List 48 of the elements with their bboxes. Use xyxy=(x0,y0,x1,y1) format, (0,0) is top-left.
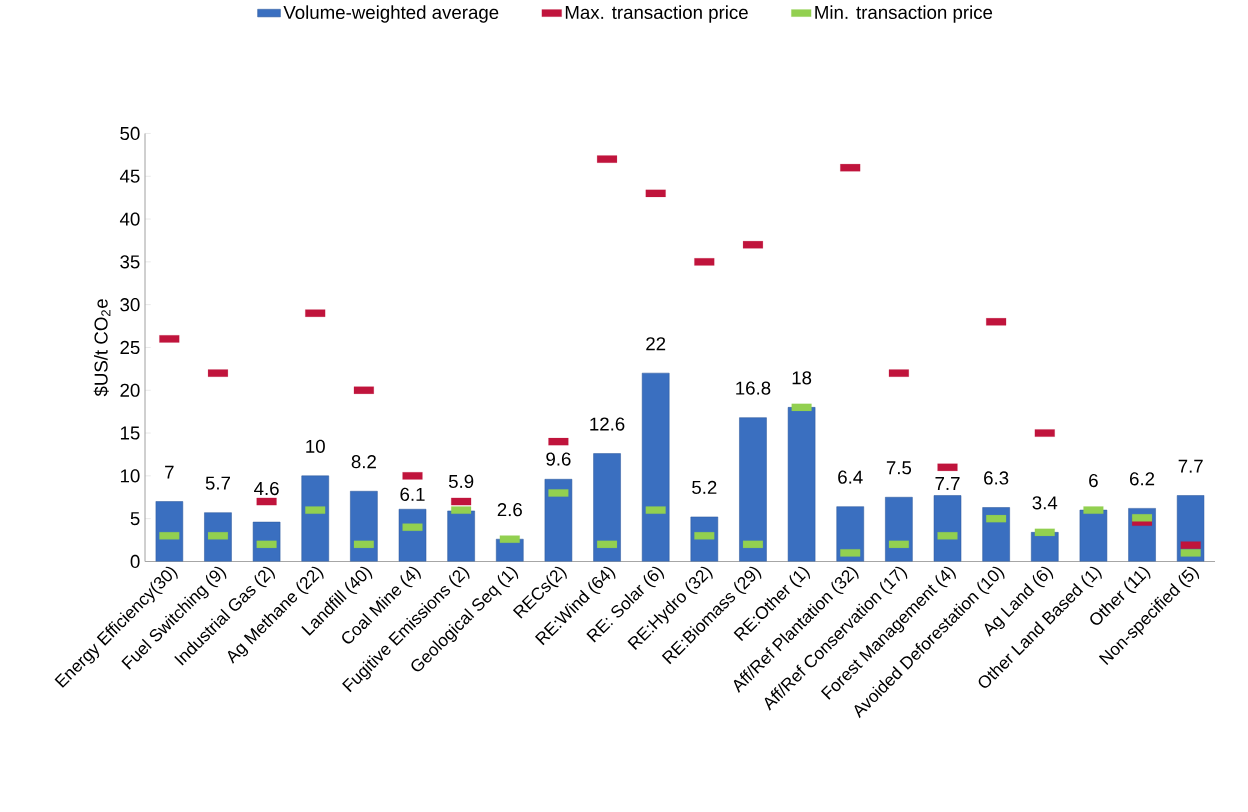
data-label: 4.6 xyxy=(254,481,279,495)
data-label: 3.4 xyxy=(1032,495,1058,510)
legend-label: Volume-weighted average xyxy=(283,5,499,23)
y-tick-label: 35 xyxy=(120,255,140,269)
data-label: 2.6 xyxy=(497,502,522,517)
bar xyxy=(1079,509,1108,562)
y-tick-label: 10 xyxy=(120,469,140,483)
y-tick-label: 30 xyxy=(120,297,140,312)
data-label: 6.1 xyxy=(400,487,425,501)
data-label: 6.4 xyxy=(838,470,863,484)
y-tick-label: 40 xyxy=(119,212,140,226)
bar xyxy=(739,417,767,562)
legend-label: Max. transaction price xyxy=(565,5,748,23)
legend-label: Min. transaction price xyxy=(815,5,993,23)
bar xyxy=(885,496,913,562)
y-tick-label: 15 xyxy=(120,426,140,440)
data-label: 6.3 xyxy=(984,471,1009,485)
bar xyxy=(544,478,573,562)
bar xyxy=(787,406,816,562)
y-axis-title: $US/t CO$_{2}$e xyxy=(93,298,111,397)
bar xyxy=(447,510,475,562)
bar xyxy=(593,453,621,562)
y-tick-label: 0 xyxy=(130,554,140,568)
data-label: 16.8 xyxy=(736,381,771,395)
data-label: 7.7 xyxy=(1178,459,1203,473)
data-label: 8.2 xyxy=(351,454,376,469)
data-label: 12.6 xyxy=(590,417,625,431)
y-tick-label: 20 xyxy=(120,383,140,397)
data-label: 6 xyxy=(1089,473,1098,487)
data-label: 9.6 xyxy=(546,452,571,466)
bar xyxy=(641,372,670,562)
data-label: 18 xyxy=(792,370,812,385)
data-label: 10 xyxy=(306,439,325,453)
data-label: 5.9 xyxy=(448,474,474,488)
data-label: 7.5 xyxy=(886,461,912,475)
bar xyxy=(301,475,329,562)
data-label: 7.7 xyxy=(935,476,960,490)
data-label: 6.2 xyxy=(1130,472,1155,486)
data-label: 5.2 xyxy=(692,480,717,494)
y-tick-label: 45 xyxy=(119,169,140,183)
data-label: 5.7 xyxy=(205,476,231,490)
bar xyxy=(350,490,378,562)
y-tick-label: 50 xyxy=(120,126,140,140)
y-tick-label: 25 xyxy=(120,340,140,354)
bar xyxy=(933,495,962,562)
data-label: 22 xyxy=(646,336,666,350)
y-tick-label: 5 xyxy=(130,511,140,525)
data-label: 7 xyxy=(165,465,174,479)
